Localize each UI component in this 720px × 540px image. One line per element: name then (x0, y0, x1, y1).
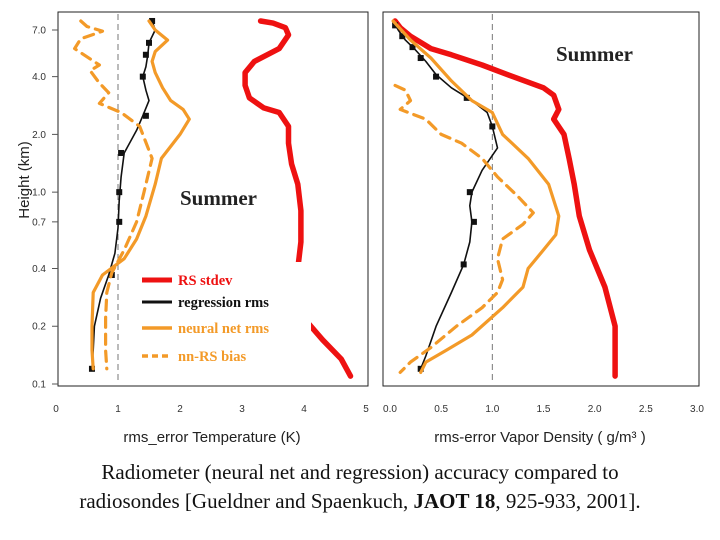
right-series-regression-rms (392, 20, 499, 370)
y-tick-label: 0.1 (32, 380, 46, 391)
right-x-tick-label: 0.0 (383, 404, 397, 415)
right-x-tick-label: 1.0 (485, 404, 499, 415)
right-regression-marker (466, 189, 473, 196)
right-regression-marker (470, 218, 477, 225)
caption-line-1: Radiometer (neural net and regression) a… (101, 460, 619, 484)
right-x-axis-title: rms-error Vapor Density ( g/m³ ) (434, 429, 645, 446)
right-series-rs-stdev (392, 18, 618, 379)
legend: RS stdev regression rms neural net rms n… (136, 262, 311, 368)
left-regression-marker (142, 51, 149, 58)
y-tick-label: 2.0 (32, 130, 46, 141)
legend-label-nn-rs-bias: nn-RS bias (178, 349, 246, 365)
right-regression-marker (409, 44, 416, 51)
caption-journal: JAOT 18 (413, 489, 496, 513)
right-plot-frame (382, 11, 700, 387)
left-plot-frame (57, 11, 369, 387)
y-tick-label: 0.4 (32, 264, 46, 275)
right-x-tick-label: 2.0 (588, 404, 602, 415)
right-x-tick-label: 0.5 (434, 404, 448, 415)
left-regression-marker (146, 39, 152, 46)
left-summer-label: Summer (180, 186, 257, 210)
left-series-neural-net-rms (90, 19, 191, 371)
figure-caption: Radiometer (neural net and regression) a… (0, 458, 720, 516)
left-regression-marker (139, 73, 146, 80)
right-series-neural-net-rms (391, 19, 561, 374)
left-x-tick-label: 4 (301, 404, 307, 415)
left-series-nn-rs-bias (72, 19, 154, 371)
caption-line-2: radiosondes [Gueldner and Spaenkuch, JAO… (0, 487, 720, 516)
y-tick-label: 1.0 (32, 188, 46, 199)
left-regression-marker (142, 112, 149, 119)
right-x-tick-label: 1.5 (537, 404, 551, 415)
left-regression-marker (118, 149, 125, 156)
left-x-tick-label: 5 (363, 404, 369, 415)
left-series (72, 14, 354, 384)
y-tick-label: 7.0 (32, 26, 46, 37)
right-x-tick-label: 2.5 (639, 404, 653, 415)
right-x-ticks: 0.0 0.5 1.0 1.5 2.0 2.5 3.0 (383, 404, 704, 415)
right-summer-label: Summer (556, 42, 633, 66)
right-regression-marker (399, 33, 406, 40)
y-tick-label: 0.2 (32, 322, 46, 333)
left-y-ticks: 7.0 4.0 2.0 1.0 0.7 0.4 0.2 0.1 (32, 26, 58, 391)
y-axis-title: Height (km) (16, 141, 33, 219)
right-x-tick-label: 3.0 (690, 404, 704, 415)
left-regression-marker (149, 17, 156, 24)
right-regression-marker (460, 261, 467, 268)
left-regression-marker (116, 189, 123, 196)
right-regression-marker (433, 73, 440, 80)
legend-label-neural-net-rms: neural net rms (178, 321, 269, 337)
caption-line-2-start: radiosondes [Gueldner and Spaenkuch, (79, 489, 414, 513)
legend-label-rs-stdev: RS stdev (178, 273, 233, 289)
right-series (391, 14, 618, 384)
left-regression-marker (116, 218, 123, 225)
left-x-axis-title: rms_error Temperature (K) (123, 429, 300, 446)
y-tick-label: 0.7 (32, 217, 46, 228)
y-tick-label: 4.0 (32, 72, 46, 83)
left-x-tick-label: 0 (53, 404, 59, 415)
left-x-tick-label: 2 (177, 404, 183, 415)
right-regression-marker (489, 123, 496, 130)
right-regression-marker (417, 55, 424, 62)
left-x-ticks: 0 1 2 3 4 5 (53, 404, 369, 415)
right-series-nn-rs-bias (393, 83, 535, 374)
left-x-tick-label: 1 (115, 404, 121, 415)
left-x-tick-label: 3 (239, 404, 245, 415)
right-summer-label-bg (548, 38, 666, 70)
caption-line-2-end: , 925-933, 2001]. (495, 489, 641, 513)
legend-label-regression-rms: regression rms (178, 295, 269, 311)
